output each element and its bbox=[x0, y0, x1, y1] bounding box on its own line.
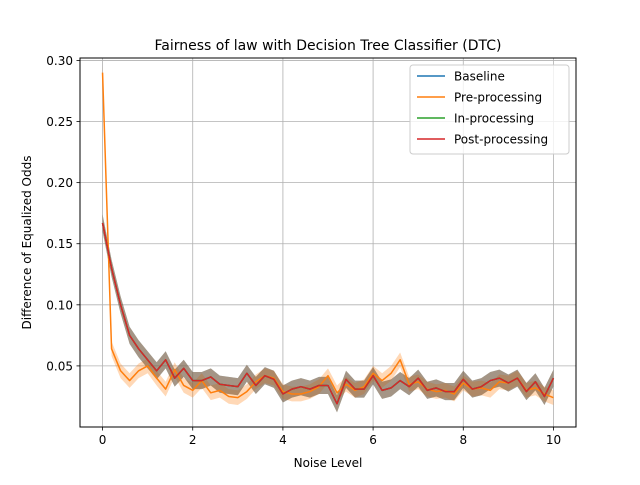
legend-label-pre-processing: Pre-processing bbox=[454, 91, 542, 105]
legend-label-baseline: Baseline bbox=[454, 70, 505, 84]
series-lines bbox=[101, 72, 555, 405]
y-tick-label: 0.05 bbox=[46, 359, 73, 373]
legend-label-post-processing: Post-processing bbox=[454, 133, 548, 147]
y-tick-label: 0.25 bbox=[46, 115, 73, 129]
plot-frame bbox=[79, 57, 577, 428]
legend-box bbox=[409, 64, 570, 155]
legend-label-in-processing: In-processing bbox=[454, 112, 534, 126]
x-tick-label: 8 bbox=[459, 433, 467, 447]
x-tick-label: 4 bbox=[279, 433, 287, 447]
confidence-bands bbox=[102, 65, 554, 413]
y-tick-label: 0.10 bbox=[46, 298, 73, 312]
x-tick-label: 10 bbox=[546, 433, 561, 447]
pre-processing-band bbox=[102, 65, 554, 406]
axis-ticks: 0 2 4 6 8 10 0.05 0.10 0.15 0.20 0.25 0.30 bbox=[46, 54, 561, 447]
x-tick-label: 2 bbox=[189, 433, 197, 447]
y-tick-label: 0.15 bbox=[46, 237, 73, 251]
y-tick-label: 0.30 bbox=[46, 54, 73, 68]
y-tick-label: 0.20 bbox=[46, 176, 73, 190]
x-tick-label: 0 bbox=[99, 433, 107, 447]
x-tick-label: 6 bbox=[369, 433, 377, 447]
post-processing-line bbox=[101, 222, 555, 405]
chart-title: Fairness of law with Decision Tree Class… bbox=[155, 38, 502, 54]
legend: Baseline Pre-processing In-processing Post-… bbox=[409, 64, 570, 155]
y-axis-label: Difference of Equalized Odds bbox=[20, 156, 34, 330]
x-axis-label: Noise Level bbox=[294, 456, 363, 470]
